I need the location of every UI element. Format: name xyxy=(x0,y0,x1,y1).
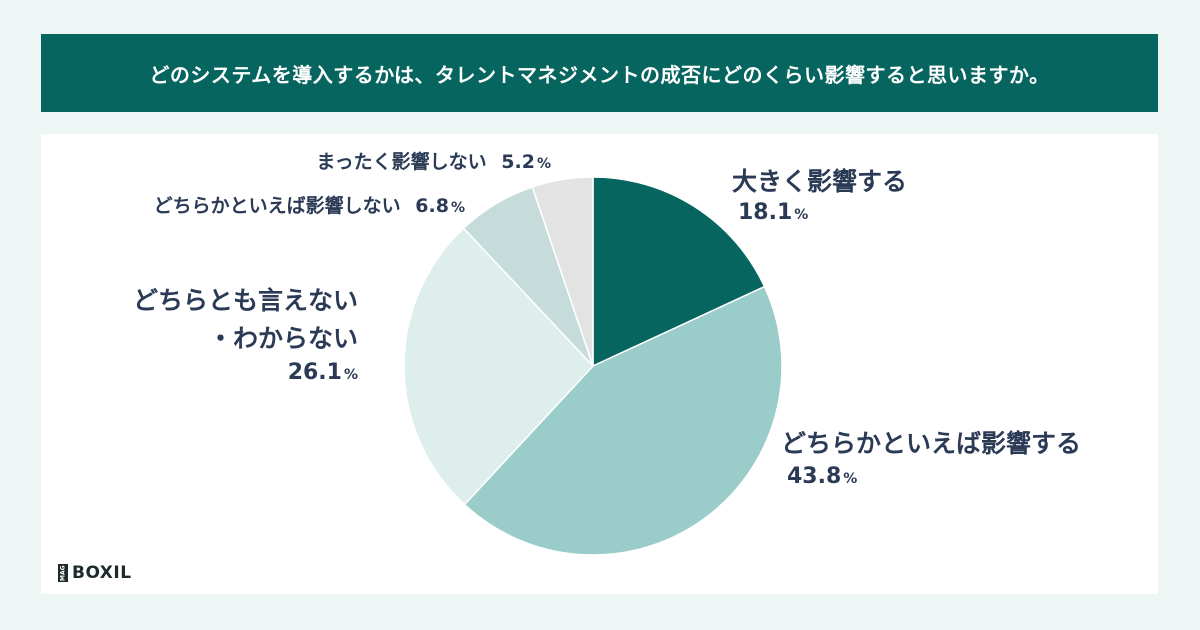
slice-label-3: どちらかといえば影響しない 6.8% xyxy=(154,191,465,218)
slice-value-1-unit: % xyxy=(843,471,858,487)
pie-slice-4 xyxy=(531,176,594,367)
slice-value-2-number: 26.1 xyxy=(287,360,342,385)
slice-value-0-number: 18.1 xyxy=(738,200,793,225)
slice-label-2-line1: どちらとも言えない xyxy=(133,281,358,317)
slice-label-2-name-1: どちらとも言えない xyxy=(132,286,358,315)
slice-value-2-unit: % xyxy=(343,367,358,383)
pie-slice-2 xyxy=(403,227,595,506)
slice-label-2-line2: ・わからない xyxy=(208,319,358,355)
logo-mark: MAG xyxy=(58,564,68,582)
slice-value-2: 26.1% xyxy=(288,360,358,385)
slice-value-4-number: 5.2 xyxy=(501,151,535,173)
title-bar: どのシステムを導入するかは、タレントマネジメントの成否にどのくらい影響すると思い… xyxy=(41,34,1158,112)
slice-label-4-name: まったく影響しない xyxy=(316,151,487,173)
slice-value-4-unit: % xyxy=(536,156,551,172)
boxil-logo: MAG BOXIL xyxy=(58,563,132,583)
slice-label-0: 大きく影響する xyxy=(732,162,907,198)
slice-value-3-unit: % xyxy=(450,200,465,216)
slice-value-0: 18.1% xyxy=(738,200,808,225)
slice-label-0-name: 大きく影響する xyxy=(732,167,908,196)
slice-value-3-number: 6.8 xyxy=(415,195,449,217)
logo-text: BOXIL xyxy=(72,563,132,583)
slice-value-1-number: 43.8 xyxy=(787,464,842,489)
chart-title: どのシステムを導入するかは、タレントマネジメントの成否にどのくらい影響すると思い… xyxy=(149,62,1050,87)
slice-value-1: 43.8% xyxy=(787,464,857,489)
pie-slice-0 xyxy=(592,176,766,368)
slice-label-1-name: どちらかといえば影響する xyxy=(781,429,1082,458)
slice-value-0-unit: % xyxy=(794,207,809,223)
slice-label-1: どちらかといえば影響する xyxy=(781,424,1081,460)
slice-label-4: まったく影響しない 5.2% xyxy=(316,147,551,174)
slice-label-2-name-2: ・わからない xyxy=(207,324,358,353)
slice-label-3-name: どちらかといえば影響しない xyxy=(153,195,401,217)
pie-slice-1 xyxy=(463,285,783,556)
